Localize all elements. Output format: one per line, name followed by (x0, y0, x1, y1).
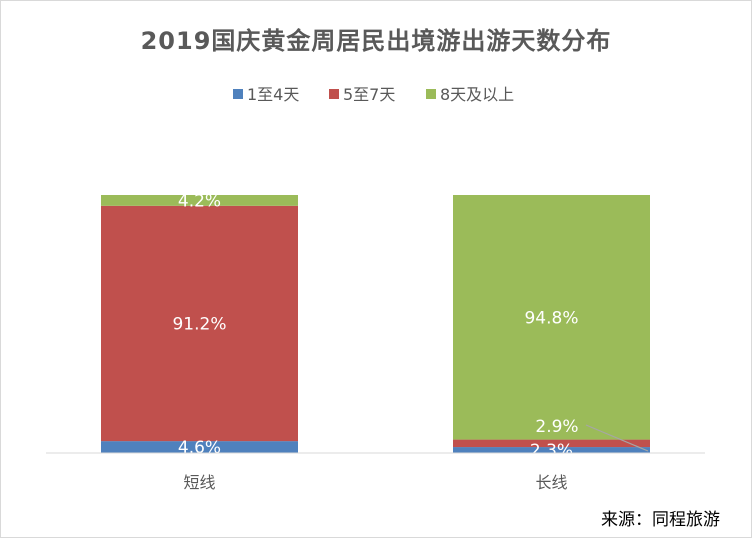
bar-segment (101, 205, 298, 442)
legend: 1至4天 5至7天 8天及以上 (233, 85, 514, 104)
legend-label: 8天及以上 (440, 85, 514, 104)
data-label: 2.9% (535, 417, 578, 437)
bar-segment (101, 195, 298, 206)
data-label: 2.3% (530, 441, 573, 461)
category-label: 长线 (535, 473, 567, 492)
data-label: 4.6% (178, 438, 221, 458)
legend-swatch (233, 89, 243, 99)
legend-swatch (329, 89, 339, 99)
bar-segment (453, 195, 650, 440)
bar-segment (453, 439, 650, 448)
category-labels: 短线 长线 (183, 473, 567, 492)
legend-label: 1至4天 (247, 85, 299, 104)
leader-line (585, 424, 649, 452)
data-label: 91.2% (172, 314, 226, 334)
bar-segment (453, 447, 650, 453)
chart-title: 2019国庆黄金周居民出境游出游天数分布 (141, 27, 612, 55)
legend-swatch (426, 89, 436, 99)
category-label: 短线 (183, 473, 215, 492)
data-label: 94.8% (524, 308, 578, 328)
data-label: 4.2% (178, 191, 221, 211)
bar-segment (101, 441, 298, 453)
source-note: 来源：同程旅游 (601, 510, 720, 530)
legend-label: 5至7天 (343, 85, 395, 104)
bars: 4.6% 91.2% 4.2% 2.3% 2.9% 94.8% (101, 191, 650, 461)
